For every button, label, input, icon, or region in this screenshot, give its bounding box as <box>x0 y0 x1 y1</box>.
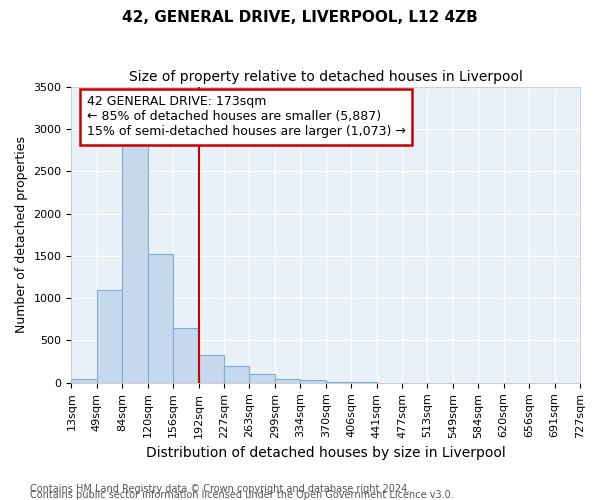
X-axis label: Distribution of detached houses by size in Liverpool: Distribution of detached houses by size … <box>146 446 506 460</box>
Bar <box>199 355 224 383</box>
Title: Size of property relative to detached houses in Liverpool: Size of property relative to detached ho… <box>129 70 523 84</box>
Bar <box>250 374 275 383</box>
Bar <box>173 328 199 383</box>
Bar <box>71 378 97 383</box>
Text: 42 GENERAL DRIVE: 173sqm
← 85% of detached houses are smaller (5,887)
15% of sem: 42 GENERAL DRIVE: 173sqm ← 85% of detach… <box>86 96 406 138</box>
Y-axis label: Number of detached properties: Number of detached properties <box>15 136 28 333</box>
Bar <box>122 133 148 383</box>
Text: Contains public sector information licensed under the Open Government Licence v3: Contains public sector information licen… <box>30 490 454 500</box>
Bar <box>148 254 173 383</box>
Bar <box>275 378 300 383</box>
Text: Contains HM Land Registry data © Crown copyright and database right 2024.: Contains HM Land Registry data © Crown c… <box>30 484 410 494</box>
Bar <box>326 382 351 383</box>
Bar <box>97 290 122 383</box>
Bar <box>224 366 250 383</box>
Text: 42, GENERAL DRIVE, LIVERPOOL, L12 4ZB: 42, GENERAL DRIVE, LIVERPOOL, L12 4ZB <box>122 10 478 25</box>
Bar <box>300 380 326 383</box>
